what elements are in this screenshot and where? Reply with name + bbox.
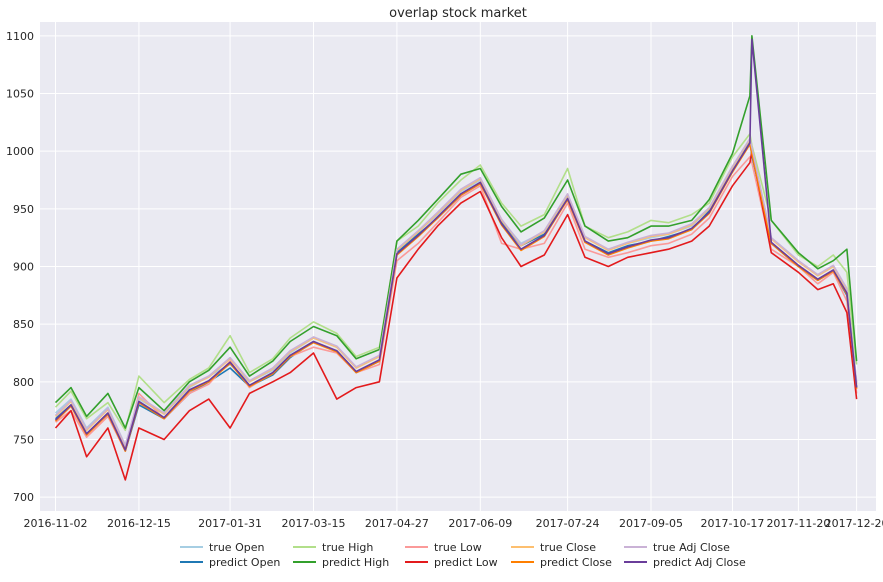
- x-tick-label: 2017-01-31: [198, 517, 262, 530]
- x-tick-label: 2017-11-20: [766, 517, 830, 530]
- x-tick-label: 2017-07-24: [536, 517, 600, 530]
- y-tick-label: 1050: [6, 88, 34, 101]
- y-axis: 700 750 800 850 900 950 1000 1050 1100: [6, 30, 34, 504]
- y-tick-label: 1100: [6, 30, 34, 43]
- series-line-predict-low: [54, 150, 858, 481]
- series-layer: [54, 34, 858, 481]
- legend-label: predict Low: [434, 556, 498, 569]
- x-tick-label: 2017-03-15: [282, 517, 346, 530]
- y-tick-label: 1000: [6, 145, 34, 158]
- x-tick-label: 2017-04-27: [365, 517, 429, 530]
- y-tick-label: 750: [13, 433, 34, 446]
- x-tick-label: 2016-11-02: [24, 517, 88, 530]
- y-tick-label: 850: [13, 318, 34, 331]
- legend-label: predict Close: [540, 556, 612, 569]
- y-tick-label: 900: [13, 261, 34, 274]
- y-tick-label: 950: [13, 203, 34, 216]
- y-tick-label: 700: [13, 491, 34, 504]
- legend-label: true Adj Close: [653, 541, 730, 554]
- legend: true Open predict Open true High predict Hi…: [180, 541, 746, 569]
- legend-label: true High: [322, 541, 373, 554]
- x-tick-label: 2017-09-05: [619, 517, 683, 530]
- legend-label: true Open: [209, 541, 264, 554]
- x-tick-label: 2017-06-09: [448, 517, 512, 530]
- chart-title: overlap stock market: [389, 6, 527, 21]
- legend-label: predict High: [322, 556, 389, 569]
- legend-label: predict Open: [209, 556, 280, 569]
- x-tick-label: 2016-12-15: [107, 517, 171, 530]
- y-tick-label: 800: [13, 376, 34, 389]
- x-tick-label: 2017-10-17: [700, 517, 764, 530]
- x-tick-label: 2017-12-20: [825, 517, 883, 530]
- legend-label: true Low: [434, 541, 482, 554]
- legend-label: true Close: [540, 541, 596, 554]
- x-axis: 2016-11-02 2016-12-15 2017-01-31 2017-03-15…: [24, 517, 883, 530]
- legend-label: predict Adj Close: [653, 556, 746, 569]
- series-line-predict-adj-close: [54, 38, 858, 451]
